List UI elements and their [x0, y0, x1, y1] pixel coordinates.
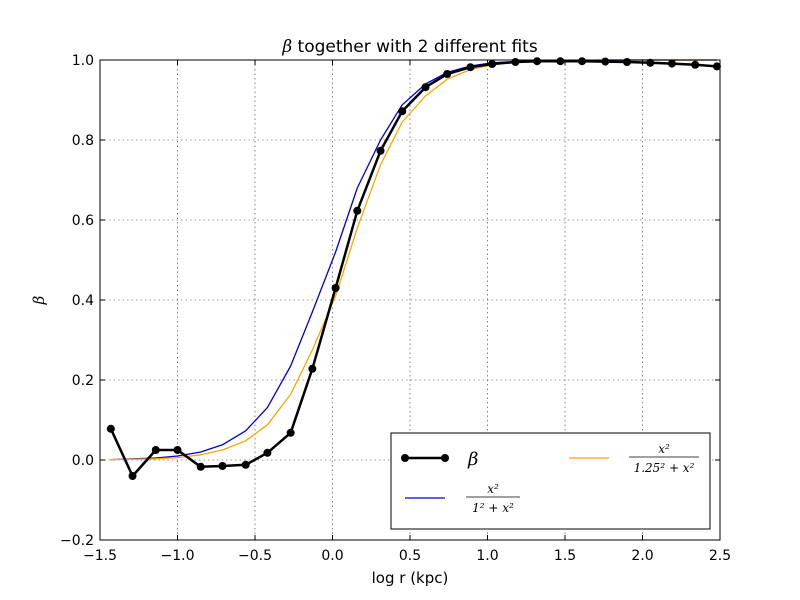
beta-data-point — [353, 206, 362, 215]
y-tick-label: 1.0 — [72, 53, 94, 69]
beta-data-point — [263, 448, 272, 457]
legend-fit-2-numerator: x² — [658, 442, 670, 456]
x-tick-label: −1.5 — [83, 548, 117, 564]
beta-data-point — [443, 70, 452, 78]
legend-fit-1-denominator: 1² + x² — [472, 501, 514, 515]
beta-data-point — [623, 58, 631, 66]
beta-data-point — [556, 57, 565, 66]
beta-data-point — [286, 428, 295, 437]
beta-data-point — [421, 83, 430, 92]
beta-data-point — [196, 462, 205, 471]
x-axis-label: log r (kpc) — [372, 569, 449, 587]
x-tick-label: 2.5 — [709, 548, 731, 564]
x-tick-label: 1.5 — [554, 548, 576, 564]
legend-entry-fit-2: x² 1.25² + x² — [569, 442, 699, 475]
x-tick-label: −0.5 — [238, 548, 272, 564]
legend: β x² 1² + x² x² 1.25² + x² — [390, 432, 711, 530]
x-tick-label: 0.5 — [399, 548, 421, 564]
y-tick-label: 0.4 — [72, 293, 94, 309]
legend-fit-1-numerator: x² — [487, 482, 499, 496]
beta-data-point — [667, 59, 676, 68]
x-tick-label: 2.0 — [631, 548, 653, 564]
beta-data-point — [331, 284, 340, 292]
beta-data-point — [488, 60, 497, 68]
y-tick-label: 0.6 — [72, 213, 94, 229]
x-tick-label: −1.0 — [161, 548, 195, 564]
beta-data-point — [173, 446, 182, 454]
legend-box — [390, 432, 711, 530]
beta-data-point — [533, 57, 542, 66]
beta-data-point — [691, 60, 700, 69]
legend-entry-fit-1: x² 1² + x² — [405, 482, 520, 515]
beta-data-point — [398, 107, 407, 116]
legend-entry-beta: β — [401, 449, 478, 470]
beta-data-point — [241, 460, 250, 469]
beta-data-point — [376, 146, 385, 155]
legend-beta-marker-left — [401, 454, 409, 462]
beta-data-point — [646, 58, 655, 67]
y-tick-label: 0.8 — [72, 133, 94, 149]
legend-beta-label: β — [467, 449, 478, 470]
y-axis-label: β — [30, 295, 48, 305]
beta-data-point — [106, 424, 115, 433]
beta-data-point — [308, 364, 317, 373]
beta-data-point — [218, 462, 227, 470]
beta-data-point — [128, 472, 137, 480]
beta-data-point — [578, 57, 587, 66]
chart-title-symbol: β — [281, 37, 292, 57]
beta-data-point — [712, 62, 721, 71]
beta-data-point — [511, 58, 520, 66]
legend-fit-2-denominator: 1.25² + x² — [634, 461, 695, 475]
x-tick-label: 0.0 — [321, 548, 343, 564]
y-tick-label: 0.2 — [72, 373, 94, 389]
beta-data-point — [151, 446, 160, 454]
chart-title: β together with 2 different fits — [281, 37, 538, 57]
y-tick-label: −0.2 — [60, 533, 94, 549]
series-line- — [109, 59, 717, 478]
chart-title-rest: together with 2 different fits — [292, 37, 538, 57]
legend-beta-marker-right — [441, 454, 449, 462]
beta-data-point — [466, 63, 475, 72]
y-tick-label: 0.0 — [72, 453, 94, 469]
ticks: −1.5 −1.0 −0.5 0.0 0.5 1.0 1.5 2.0 2.5 −0.2 0.0 0.2… — [60, 53, 731, 564]
beta-data-point — [601, 57, 610, 66]
x-tick-label: 1.0 — [476, 548, 498, 564]
